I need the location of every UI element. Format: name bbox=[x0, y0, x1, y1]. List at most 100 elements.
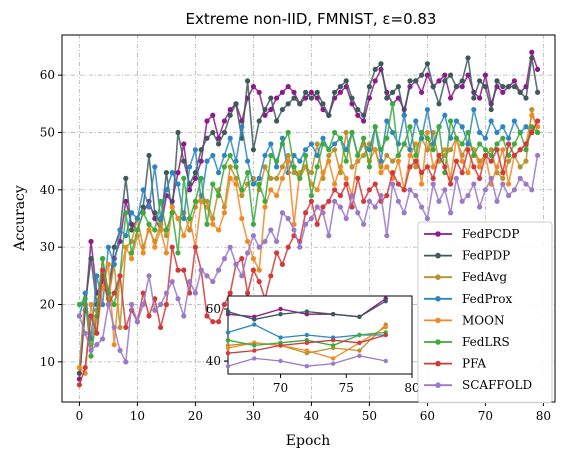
data-point bbox=[355, 112, 361, 118]
data-point bbox=[424, 72, 430, 78]
y-tick-label: 30 bbox=[40, 240, 55, 254]
data-point bbox=[216, 192, 222, 199]
data-point bbox=[76, 301, 82, 308]
data-point bbox=[407, 78, 413, 84]
data-point bbox=[529, 124, 535, 130]
x-tick-label: 50 bbox=[362, 409, 377, 423]
legend-swatch-marker bbox=[435, 339, 441, 345]
inset-point bbox=[330, 356, 336, 361]
data-point bbox=[506, 158, 512, 164]
data-point bbox=[465, 72, 471, 78]
data-point bbox=[332, 147, 338, 153]
data-point bbox=[459, 124, 465, 130]
data-point bbox=[477, 204, 483, 210]
data-point bbox=[221, 129, 227, 136]
data-point bbox=[459, 170, 465, 176]
data-point bbox=[123, 175, 129, 181]
data-point bbox=[477, 129, 483, 136]
data-point bbox=[187, 164, 193, 170]
data-point bbox=[82, 364, 88, 371]
data-point bbox=[152, 210, 158, 216]
data-point bbox=[227, 135, 233, 141]
data-point bbox=[187, 187, 193, 193]
data-point bbox=[442, 78, 448, 84]
data-point bbox=[401, 141, 407, 147]
data-point bbox=[465, 129, 471, 136]
data-point bbox=[448, 210, 454, 216]
data-point bbox=[250, 181, 256, 187]
data-point bbox=[390, 89, 396, 95]
data-point bbox=[239, 187, 245, 193]
legend-entry-fedprox: FedProx bbox=[424, 292, 512, 306]
data-point bbox=[233, 261, 239, 267]
data-point bbox=[250, 84, 256, 90]
data-point bbox=[152, 307, 158, 313]
data-point bbox=[372, 78, 378, 84]
series-lines bbox=[76, 49, 541, 388]
data-point bbox=[198, 267, 204, 273]
data-point bbox=[192, 147, 198, 153]
data-point bbox=[262, 238, 268, 245]
data-point bbox=[430, 147, 436, 153]
data-point bbox=[158, 221, 164, 227]
data-point bbox=[279, 135, 285, 141]
data-point bbox=[465, 192, 471, 199]
data-point bbox=[337, 204, 343, 210]
inset-point bbox=[383, 358, 388, 364]
inset-point bbox=[278, 335, 283, 340]
data-point bbox=[227, 244, 233, 250]
data-point bbox=[210, 129, 216, 136]
data-point bbox=[523, 95, 529, 101]
data-point bbox=[245, 78, 251, 84]
data-point bbox=[233, 158, 239, 164]
inset-point bbox=[304, 309, 310, 314]
data-point bbox=[442, 187, 448, 193]
data-point bbox=[227, 164, 233, 170]
data-point bbox=[343, 158, 349, 164]
data-point bbox=[308, 170, 314, 176]
data-point bbox=[488, 158, 494, 164]
data-point bbox=[442, 72, 448, 78]
data-point bbox=[169, 210, 175, 216]
data-point bbox=[332, 129, 338, 136]
data-point bbox=[105, 261, 111, 267]
data-point bbox=[436, 124, 442, 130]
data-point bbox=[221, 118, 227, 124]
data-point bbox=[337, 192, 343, 199]
data-point bbox=[134, 319, 140, 325]
data-point bbox=[216, 135, 222, 141]
data-point bbox=[94, 273, 100, 279]
data-point bbox=[442, 147, 448, 153]
data-point bbox=[303, 221, 309, 227]
data-point bbox=[129, 256, 135, 262]
data-point bbox=[326, 112, 332, 118]
data-point bbox=[146, 313, 152, 319]
chart-title: Extreme non-IID, FMNIST, ε=0.83 bbox=[186, 10, 437, 28]
data-point bbox=[378, 158, 384, 164]
data-point bbox=[285, 244, 291, 250]
y-tick-label: 20 bbox=[40, 298, 55, 312]
data-point bbox=[227, 175, 233, 181]
data-point bbox=[523, 181, 529, 187]
data-point bbox=[204, 158, 210, 164]
x-axis-label: Epoch bbox=[286, 433, 330, 449]
data-point bbox=[332, 141, 338, 147]
data-point bbox=[291, 227, 297, 233]
data-point bbox=[511, 187, 517, 193]
series-fedpdp bbox=[76, 55, 541, 376]
data-point bbox=[82, 290, 88, 296]
data-point bbox=[175, 129, 181, 136]
legend-swatch-marker bbox=[435, 274, 441, 281]
data-point bbox=[459, 78, 465, 84]
data-point bbox=[192, 290, 198, 296]
data-point bbox=[181, 267, 187, 273]
data-point bbox=[204, 273, 210, 279]
data-point bbox=[517, 164, 523, 170]
inset-point bbox=[330, 312, 336, 317]
data-point bbox=[256, 175, 262, 181]
data-point bbox=[413, 164, 419, 170]
data-point bbox=[419, 170, 425, 176]
data-point bbox=[262, 198, 268, 204]
data-point bbox=[158, 301, 164, 308]
